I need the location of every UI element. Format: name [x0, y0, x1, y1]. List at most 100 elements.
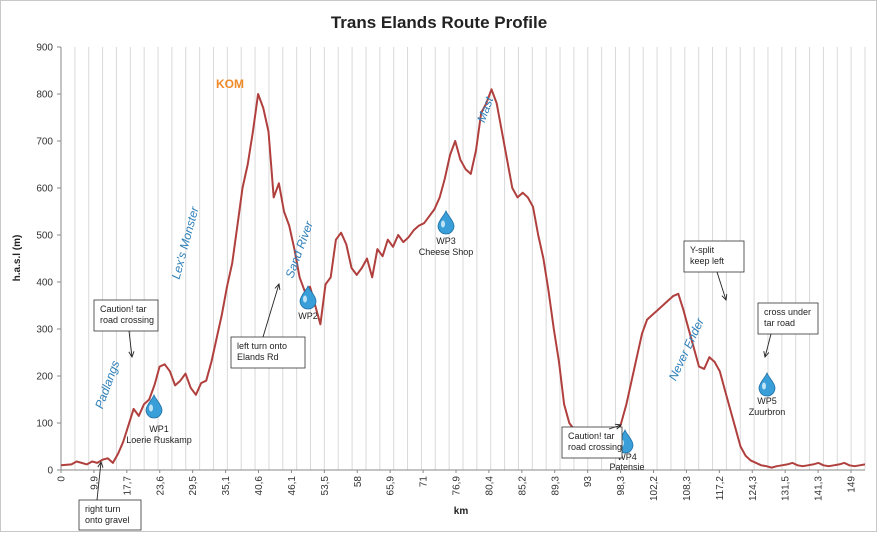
callout-box [230, 336, 306, 369]
arrow-head-icon [721, 294, 728, 301]
waypoint-name: Loerie Ruskamp [126, 435, 192, 445]
x-tick-label: 131,5 [781, 476, 792, 501]
x-tick-label: 76,9 [452, 476, 463, 496]
waypoint-marker [145, 393, 163, 419]
callout-box [93, 299, 159, 332]
water-drop-icon [437, 209, 455, 235]
x-tick-label: 108,3 [682, 476, 693, 501]
waypoint-marker [758, 371, 776, 397]
callout-text: left turn onto [237, 341, 287, 351]
water-drop-highlight [762, 382, 766, 390]
x-tick-label: 40,6 [254, 476, 265, 496]
arrow-head-icon [128, 351, 135, 359]
y-tick-label: 0 [47, 466, 53, 477]
callout-text: Caution! tar [100, 304, 147, 314]
y-tick-label: 800 [36, 90, 53, 101]
axes [57, 46, 865, 473]
x-tick-label: 102,2 [649, 476, 660, 501]
callout-arrow-line [716, 271, 727, 301]
x-tick-label: 124,3 [748, 476, 759, 501]
grid-lines [74, 47, 866, 470]
y-axis-label: h.a.s.l (m) [12, 235, 23, 282]
water-drop-highlight [149, 404, 153, 412]
arrow-head-icon [763, 351, 770, 358]
waypoint-name: Cheese Shop [419, 247, 474, 257]
callout-text: tar road [764, 318, 795, 328]
x-tick-label: 65,9 [386, 476, 397, 496]
x-tick-label: 93 [583, 476, 594, 488]
callout-text: onto gravel [85, 515, 130, 525]
x-tick-label: 53,5 [320, 476, 331, 496]
waypoint-id: WP1 [149, 424, 169, 434]
x-tick-label: 141,3 [814, 476, 825, 501]
waypoint-id: WP3 [436, 236, 456, 246]
y-tick-label: 500 [36, 231, 53, 242]
waypoint-name: Zuurbron [749, 407, 786, 417]
x-tick-label: 80,4 [484, 476, 495, 496]
water-drop-highlight [303, 295, 307, 303]
callout-text: road crossing [568, 442, 622, 452]
water-drop-highlight [441, 220, 445, 228]
y-tick-label: 600 [36, 184, 53, 195]
waypoint-id: WP2 [298, 311, 318, 321]
callout-arrow-line [262, 283, 280, 338]
elevation-line [60, 88, 866, 469]
waypoint-id: WP5 [757, 396, 777, 406]
callout-box [78, 499, 142, 531]
callout-box [683, 240, 745, 273]
x-tick-labels: 0 9,9 17,7 23,6 29,5 35,1 40,6 46,1 53,5 58 65,9 71… [57, 476, 858, 501]
x-tick-label: 17,7 [122, 476, 133, 496]
callout-arrow-line [96, 461, 102, 501]
x-tick-label: 46,1 [287, 476, 298, 496]
y-tick-label: 300 [36, 325, 53, 336]
waypoint-id: WP4 [617, 452, 637, 462]
arrow-head-icon [274, 283, 281, 290]
arrow-head-icon [614, 423, 622, 430]
callout-text: cross under [764, 307, 811, 317]
x-tick-label: 98,3 [616, 476, 627, 496]
x-tick-label: 117,2 [715, 476, 726, 501]
callout-box [757, 302, 819, 335]
y-tick-label: 200 [36, 372, 53, 383]
y-tick-label: 400 [36, 278, 53, 289]
callout-text: Y-split [690, 245, 715, 255]
water-drop-icon [145, 393, 163, 419]
x-tick-label: 89,3 [550, 476, 561, 496]
x-tick-label: 23,6 [155, 476, 166, 496]
callout-box [561, 426, 623, 459]
chart-title: Trans Elands Route Profile [331, 13, 547, 32]
lexs-monster-label: Lex's Monster [169, 204, 202, 280]
x-tick-label: 85,2 [517, 476, 528, 496]
arrow-head-icon [97, 460, 104, 468]
callout-text: road crossing [100, 315, 154, 325]
series-group [60, 88, 866, 469]
x-tick-label: 35,1 [221, 476, 232, 496]
callout-arrow-line [128, 330, 133, 358]
waypoint-marker [299, 284, 317, 310]
kom-label: KOM [216, 77, 244, 91]
y-tick-labels: 0 100 200 300 400 500 600 700 800 900 [36, 43, 53, 477]
y-tick-label: 900 [36, 43, 53, 54]
y-tick-label: 700 [36, 137, 53, 148]
waypoint-name: Patensie [609, 462, 644, 472]
x-tick-label: 149 [847, 476, 858, 493]
callout-arrow-line [608, 424, 622, 430]
water-drop-icon [299, 284, 317, 310]
water-drop-icon [758, 371, 776, 397]
waypoint-marker [437, 209, 455, 235]
x-tick-label: 9,9 [89, 476, 100, 490]
padlangs-label: Padlangs [92, 359, 122, 411]
x-axis-label: km [454, 506, 469, 517]
x-tick-label: 58 [353, 476, 364, 488]
callout-text: Caution! tar [568, 431, 615, 441]
callout-text: right turn [85, 504, 121, 514]
